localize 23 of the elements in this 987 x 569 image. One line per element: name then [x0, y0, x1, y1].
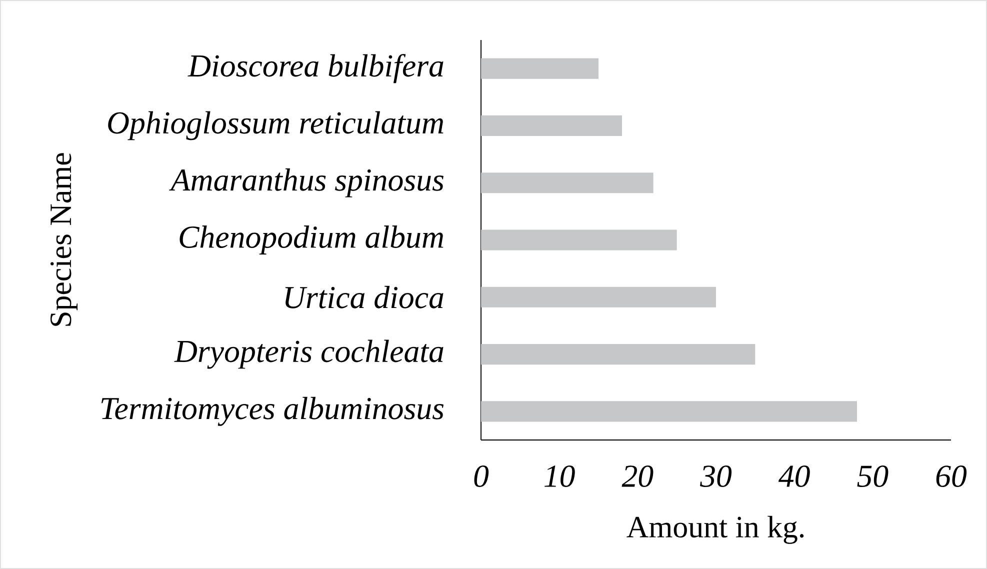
- y-tick-label: Dryopteris cochleata: [174, 340, 444, 369]
- bar: [481, 401, 858, 422]
- x-tick-label: 50: [857, 466, 888, 488]
- bar: [481, 286, 716, 308]
- y-tick-label: Ophioglossum reticulatum: [108, 111, 444, 140]
- y-tick-label: Amaranthus spinosus: [169, 168, 444, 198]
- x-axis-title: Amount in kg.: [626, 516, 804, 544]
- x-tick-label: 60: [936, 466, 967, 488]
- x-tick-label: 30: [700, 466, 732, 488]
- y-tick-label: Termitomyces albuminosus: [101, 396, 444, 426]
- bar: [481, 115, 622, 136]
- bar: [481, 230, 677, 250]
- bar: [481, 344, 756, 365]
- bar: [481, 58, 599, 79]
- x-tick-label: 20: [622, 466, 654, 488]
- x-tick-label: 0: [474, 466, 489, 488]
- y-tick-label: Urtica dioca: [285, 286, 444, 308]
- y-tick-label: Chenopodium album: [180, 226, 444, 254]
- y-tick-label: Dioscorea bulbifera: [188, 54, 444, 84]
- y-axis-title: Species Name: [50, 153, 78, 326]
- x-tick-label: 10: [544, 466, 575, 488]
- x-tick-label: 40: [778, 466, 810, 488]
- bar: [481, 172, 654, 194]
